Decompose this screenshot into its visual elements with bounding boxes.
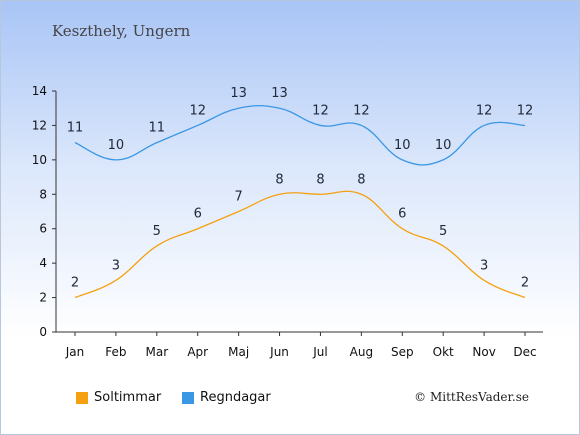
data-label-soltimmar: 8 bbox=[316, 172, 324, 187]
x-tick-label: Sep bbox=[391, 345, 414, 359]
data-label-soltimmar: 5 bbox=[439, 224, 447, 239]
legend-item-regndagar: Regndagar bbox=[182, 390, 271, 405]
y-tick-label: 0 bbox=[39, 325, 47, 339]
x-tick-label: Dec bbox=[513, 345, 536, 359]
series-line-regndagar bbox=[74, 104, 526, 166]
data-label-soltimmar: 6 bbox=[194, 207, 202, 222]
data-label-regndagar: 13 bbox=[230, 86, 247, 101]
data-label-soltimmar: 5 bbox=[153, 224, 161, 239]
y-tick-label: 10 bbox=[32, 153, 47, 167]
data-label-soltimmar: 3 bbox=[112, 258, 120, 273]
data-label-regndagar: 11 bbox=[67, 121, 84, 136]
data-label-soltimmar: 6 bbox=[398, 207, 406, 222]
data-label-regndagar: 12 bbox=[353, 103, 370, 118]
x-tick-label: Jan bbox=[65, 345, 85, 359]
data-label-regndagar: 10 bbox=[394, 138, 411, 153]
data-label-soltimmar: 2 bbox=[521, 276, 529, 291]
data-label-regndagar: 12 bbox=[517, 103, 534, 118]
legend-swatch-soltimmar bbox=[76, 391, 88, 404]
legend-item-soltimmar: Soltimmar bbox=[76, 390, 161, 405]
location-title: Keszthely, Ungern bbox=[52, 22, 191, 40]
data-label-regndagar: 10 bbox=[435, 138, 452, 153]
data-label-soltimmar: 8 bbox=[357, 172, 365, 187]
y-tick-label: 12 bbox=[32, 118, 47, 132]
series-line-soltimmar bbox=[74, 190, 526, 299]
x-tick-label: Feb bbox=[105, 345, 126, 359]
data-label-soltimmar: 7 bbox=[234, 190, 242, 205]
data-label-regndagar: 13 bbox=[271, 86, 288, 101]
data-label-regndagar: 12 bbox=[312, 103, 329, 118]
x-tick-label: Jun bbox=[269, 345, 289, 359]
x-tick-label: Apr bbox=[187, 345, 208, 359]
data-label-soltimmar: 8 bbox=[275, 172, 283, 187]
x-tick-label: Nov bbox=[472, 345, 495, 359]
copyright-text: © MittResVader.se bbox=[414, 390, 529, 404]
data-label-regndagar: 12 bbox=[189, 103, 206, 118]
x-tick-label: Jul bbox=[312, 345, 327, 359]
series-layer bbox=[74, 104, 526, 299]
x-tick-label: Maj bbox=[228, 345, 249, 359]
data-labels: 2 3 5 6 7 8 8 8 6 5 3 2 11 10 11 12 13 13 12 12 10 10 12 12 bbox=[67, 86, 534, 290]
y-tick-label: 8 bbox=[39, 187, 47, 201]
x-tick-label: Mar bbox=[145, 345, 168, 359]
legend-label-soltimmar: Soltimmar bbox=[94, 390, 162, 405]
data-label-regndagar: 11 bbox=[149, 121, 166, 136]
y-tick-label: 2 bbox=[39, 291, 47, 305]
legend-swatch-regndagar bbox=[182, 391, 194, 404]
x-tick-label: Aug bbox=[350, 345, 373, 359]
axes: 0 2 4 6 8 10 12 14 Jan Feb Mar Apr Maj Jun Jul Aug Sep Ok… bbox=[32, 84, 543, 359]
y-tick-label: 6 bbox=[39, 222, 47, 236]
data-label-regndagar: 12 bbox=[476, 103, 493, 118]
data-label-soltimmar: 2 bbox=[71, 276, 79, 291]
x-tick-label: Okt bbox=[433, 345, 454, 359]
legend-label-regndagar: Regndagar bbox=[200, 390, 271, 405]
data-label-soltimmar: 3 bbox=[480, 258, 488, 273]
y-tick-label: 4 bbox=[39, 256, 47, 270]
data-label-regndagar: 10 bbox=[108, 138, 125, 153]
y-tick-label: 14 bbox=[32, 84, 47, 98]
